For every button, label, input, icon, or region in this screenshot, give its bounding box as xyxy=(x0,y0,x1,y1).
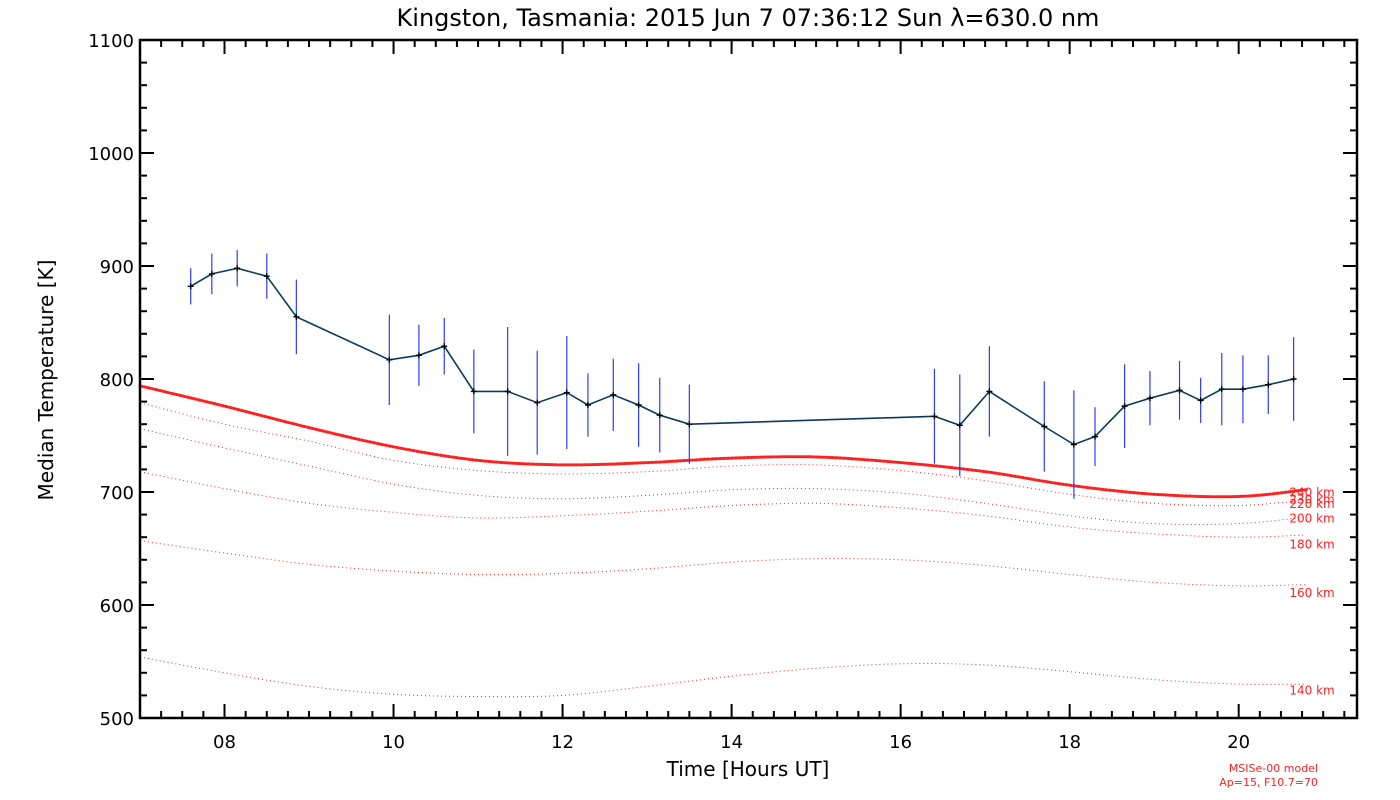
data-point xyxy=(563,389,570,396)
data-point xyxy=(1041,423,1048,430)
altitude-label: 220 km xyxy=(1289,497,1334,511)
model-curve-180-km xyxy=(139,471,1307,538)
plot-frame: 08 10 12 14 16 18 20 500 600 700 800 900 1000 1100 xyxy=(88,31,1359,753)
model-note-line-2: Ap=15, F10.7=70 xyxy=(1219,776,1318,789)
model-note-line-1: MSISe-00 model xyxy=(1229,762,1318,775)
plot-border xyxy=(138,38,1359,720)
y-tick-label: 900 xyxy=(100,257,134,278)
data-point xyxy=(386,356,393,363)
data-point xyxy=(584,401,591,408)
x-axis-label: Time [Hours UT] xyxy=(666,757,830,781)
data-point xyxy=(415,352,422,359)
data-point xyxy=(534,399,541,406)
data-point xyxy=(1070,441,1077,448)
measurement-line xyxy=(934,378,1294,446)
data-point xyxy=(1092,433,1099,440)
data-point xyxy=(441,343,448,350)
measurement-series xyxy=(187,250,1297,499)
model-curve-200-km xyxy=(139,428,1307,526)
data-point xyxy=(1290,376,1297,382)
y-tick-label: 600 xyxy=(100,596,134,617)
data-point xyxy=(1197,397,1204,404)
data-point xyxy=(956,422,963,429)
y-tick-label: 1000 xyxy=(88,144,134,165)
data-point xyxy=(208,270,215,277)
data-point xyxy=(470,388,477,395)
model-curves xyxy=(138,384,1308,698)
data-point xyxy=(187,283,194,290)
y-axis-label: Median Temperature [K] xyxy=(34,260,58,501)
x-tick-label: 12 xyxy=(551,732,574,753)
y-tick-label: 700 xyxy=(100,483,134,504)
altitude-label: 140 km xyxy=(1289,683,1334,697)
data-point xyxy=(504,388,511,395)
data-point xyxy=(1218,386,1225,393)
y-tick-label: 800 xyxy=(100,370,134,391)
data-point xyxy=(635,401,642,408)
model-curve-220-km xyxy=(139,402,1307,507)
data-point xyxy=(1239,386,1246,393)
data-point xyxy=(1146,395,1153,402)
x-tick-label: 10 xyxy=(382,732,405,753)
x-tick-label: 16 xyxy=(889,732,912,753)
model-curve-160-km xyxy=(139,540,1307,587)
data-point xyxy=(1265,381,1272,388)
data-point xyxy=(986,388,993,395)
altitude-label: 240 km xyxy=(1289,486,1334,500)
data-point xyxy=(1121,403,1128,410)
data-point xyxy=(234,265,241,272)
altitude-label: 160 km xyxy=(1289,586,1334,600)
chart-title: Kingston, Tasmania: 2015 Jun 7 07:36:12 … xyxy=(397,4,1100,32)
altitude-label: 200 km xyxy=(1289,512,1334,526)
data-point xyxy=(1176,387,1183,394)
x-tick-label: 18 xyxy=(1058,732,1081,753)
model-curve-240-km xyxy=(138,384,1308,499)
y-tick-label: 1100 xyxy=(88,31,134,52)
altitude-label: 230 km xyxy=(1289,492,1334,506)
y-tick-label: 500 xyxy=(100,709,134,730)
altitude-label: 180 km xyxy=(1289,538,1334,552)
data-point xyxy=(610,391,617,398)
data-point xyxy=(263,273,270,280)
measurement-line xyxy=(190,267,935,426)
x-tick-label: 14 xyxy=(720,732,743,753)
model-curve-140-km xyxy=(139,656,1307,698)
x-tick-label: 08 xyxy=(213,732,236,753)
data-point xyxy=(686,421,693,428)
data-point xyxy=(293,313,300,320)
x-tick-label: 20 xyxy=(1227,732,1250,753)
data-point xyxy=(656,412,663,419)
data-point xyxy=(931,413,938,420)
